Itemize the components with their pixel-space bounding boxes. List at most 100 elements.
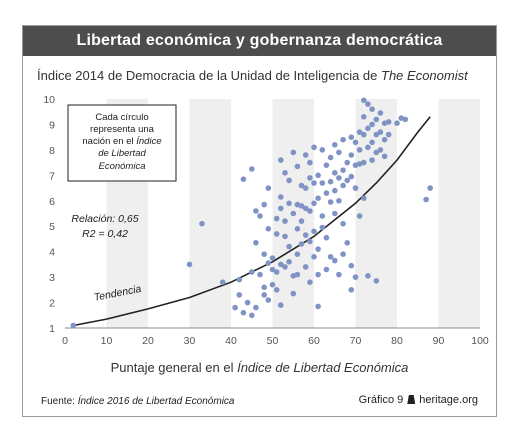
- stat-label: R2 = 0,42: [82, 228, 128, 240]
- data-point: [186, 261, 193, 268]
- data-point: [278, 302, 284, 308]
- annotation-box: [67, 104, 177, 182]
- data-point: [356, 161, 363, 167]
- subtitle-publication: The Economist: [381, 68, 468, 83]
- data-point: [302, 205, 309, 212]
- data-point: [348, 287, 355, 293]
- heritage-logo-icon: [407, 395, 416, 404]
- data-point: [340, 251, 346, 257]
- data-point: [249, 312, 255, 319]
- data-point: [261, 284, 267, 291]
- data-point: [302, 185, 309, 191]
- y-tick-label: 10: [43, 94, 55, 106]
- data-point: [315, 303, 321, 310]
- data-point: [373, 278, 380, 284]
- data-point: [373, 131, 380, 138]
- data-point: [236, 292, 243, 298]
- data-point: [323, 234, 330, 241]
- data-point: [294, 251, 301, 257]
- data-point: [365, 101, 371, 107]
- data-point: [319, 147, 326, 153]
- data-point: [315, 195, 321, 201]
- y-tick-label: 1: [49, 323, 55, 335]
- data-point: [385, 119, 392, 125]
- axes: 0 10 20 30 40 50 60 70 80 90 100 1 2 3 4 5 6 7 8 9 10: [43, 94, 489, 347]
- data-point: [269, 255, 276, 261]
- data-point: [253, 240, 259, 246]
- data-point: [336, 149, 342, 156]
- data-point: [323, 266, 330, 273]
- data-point: [257, 271, 263, 278]
- data-point: [261, 251, 267, 257]
- data-point: [307, 279, 313, 285]
- data-point: [352, 139, 359, 146]
- data-point: [240, 176, 247, 182]
- data-point: [327, 154, 334, 161]
- data-point: [290, 290, 297, 297]
- data-point: [352, 274, 359, 280]
- data-point: [369, 157, 375, 163]
- data-point: [332, 257, 338, 264]
- data-point: [394, 120, 400, 126]
- y-tick-label: 2: [49, 298, 55, 310]
- data-point: [373, 116, 380, 123]
- data-point: [269, 266, 276, 273]
- data-point: [361, 131, 367, 138]
- data-point: [332, 210, 338, 217]
- data-point: [369, 106, 375, 112]
- data-point: [232, 304, 238, 311]
- data-point: [427, 185, 434, 191]
- data-point: [323, 190, 330, 196]
- data-point: [294, 163, 301, 170]
- data-point: [278, 261, 284, 268]
- source-note: Fuente: Índice 2016 de Libertad Económic…: [41, 396, 234, 407]
- x-tick-label: 40: [225, 335, 237, 347]
- data-point: [249, 269, 255, 275]
- data-point: [340, 136, 346, 143]
- x-tick-label: 70: [350, 335, 362, 347]
- data-point: [307, 175, 313, 181]
- data-point: [311, 180, 317, 186]
- data-point: [286, 177, 292, 184]
- data-point: [327, 199, 334, 205]
- data-point: [261, 201, 267, 208]
- y-tick-label: 9: [49, 119, 55, 131]
- data-point: [348, 134, 355, 140]
- data-point: [315, 172, 321, 179]
- data-point: [265, 226, 272, 232]
- data-point: [323, 162, 330, 168]
- data-point: [352, 185, 359, 191]
- x-tick-label: 100: [471, 335, 489, 347]
- chart-card: Libertad económica y gobernanza democrát…: [22, 25, 497, 417]
- data-point: [402, 116, 409, 123]
- data-point: [249, 166, 255, 172]
- data-point: [344, 177, 351, 184]
- data-point: [290, 210, 297, 217]
- data-point: [269, 281, 276, 288]
- stat-label: Relación: 0,65: [71, 213, 138, 225]
- data-point: [423, 196, 429, 203]
- x-tick-label: 20: [142, 335, 154, 347]
- data-point: [240, 309, 247, 316]
- data-point: [311, 228, 317, 235]
- data-point: [377, 129, 384, 135]
- y-tick-label: 4: [49, 247, 55, 259]
- data-point: [265, 260, 272, 266]
- data-point: [257, 213, 263, 219]
- data-point: [356, 213, 363, 219]
- data-point: [219, 279, 226, 285]
- data-point: [278, 205, 284, 212]
- data-point: [302, 152, 309, 158]
- grid-band: [189, 99, 231, 328]
- data-point: [332, 170, 338, 176]
- data-point: [315, 271, 321, 278]
- data-point: [273, 215, 280, 222]
- x-tick-label: 0: [62, 335, 68, 347]
- data-point: [336, 198, 342, 204]
- data-point: [311, 200, 317, 207]
- chart-title: Libertad económica y gobernanza democrát…: [23, 26, 496, 56]
- data-point: [319, 213, 326, 219]
- x-axis-label-index: Índice de Libertad Económica: [237, 360, 409, 375]
- data-point: [290, 149, 297, 156]
